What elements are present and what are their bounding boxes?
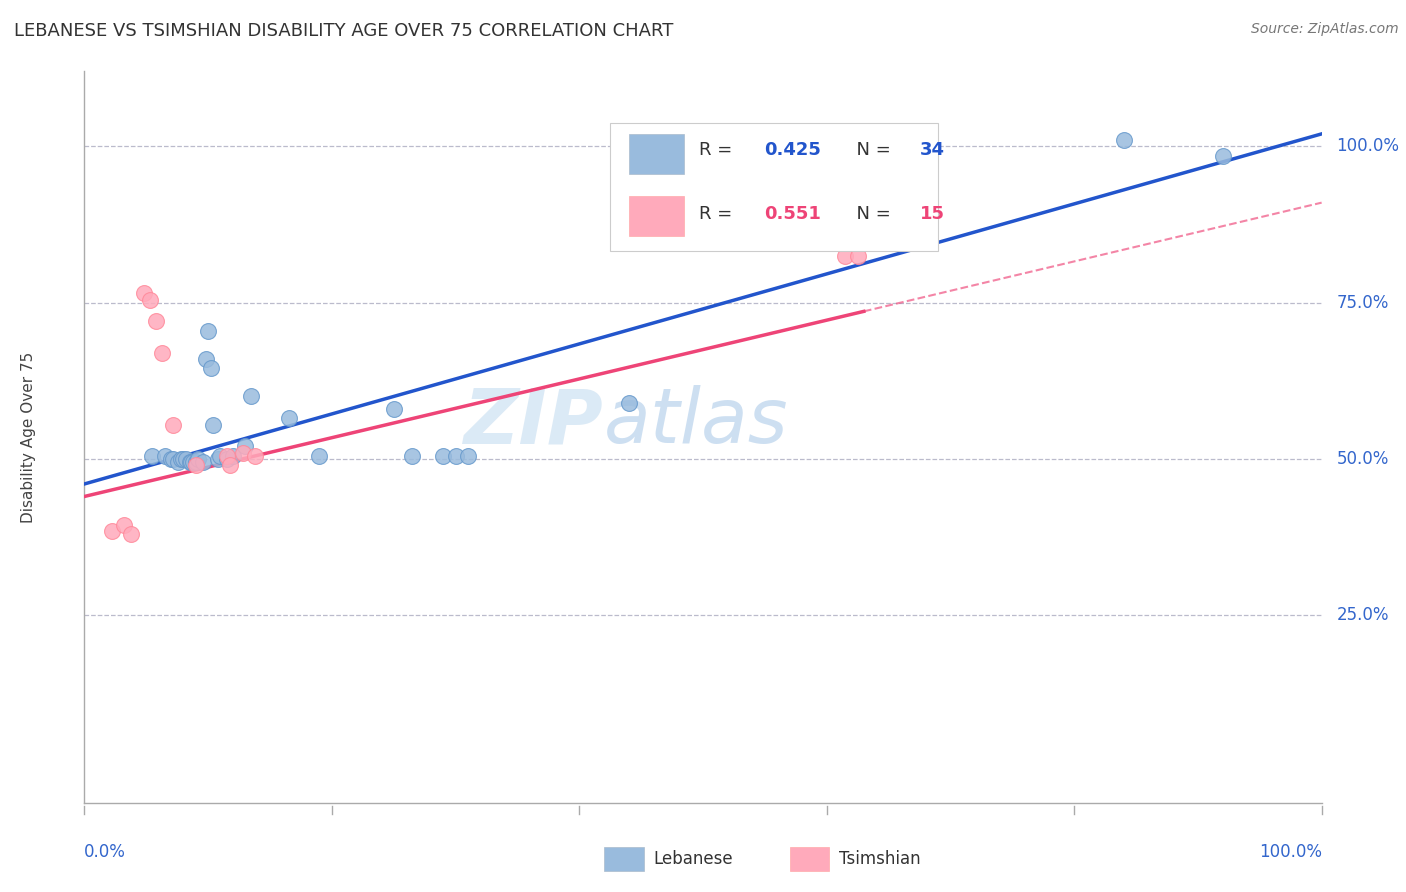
Text: R =: R = bbox=[699, 141, 744, 160]
Point bbox=[215, 449, 238, 463]
FancyBboxPatch shape bbox=[628, 195, 685, 235]
Point bbox=[167, 455, 190, 469]
Text: R =: R = bbox=[699, 205, 744, 223]
Text: 15: 15 bbox=[920, 205, 945, 223]
Point bbox=[846, 249, 869, 263]
Point bbox=[382, 401, 405, 416]
Point bbox=[240, 389, 263, 403]
Text: LEBANESE VS TSIMSHIAN DISABILITY AGE OVER 75 CORRELATION CHART: LEBANESE VS TSIMSHIAN DISABILITY AGE OVE… bbox=[14, 22, 673, 40]
Point bbox=[162, 417, 184, 432]
Text: N =: N = bbox=[845, 205, 897, 223]
Point bbox=[432, 449, 454, 463]
Point bbox=[179, 455, 201, 469]
Point bbox=[308, 449, 330, 463]
Point bbox=[1212, 149, 1234, 163]
Point bbox=[219, 458, 242, 473]
Text: 34: 34 bbox=[920, 141, 945, 160]
Point bbox=[139, 293, 162, 307]
Text: 0.551: 0.551 bbox=[763, 205, 821, 223]
FancyBboxPatch shape bbox=[605, 847, 644, 871]
Text: Lebanese: Lebanese bbox=[654, 850, 733, 868]
Text: 50.0%: 50.0% bbox=[1337, 450, 1389, 468]
Point bbox=[180, 455, 202, 469]
Point bbox=[209, 449, 232, 463]
Point bbox=[120, 527, 142, 541]
Point bbox=[200, 361, 222, 376]
Point bbox=[184, 458, 207, 473]
Text: N =: N = bbox=[845, 141, 897, 160]
FancyBboxPatch shape bbox=[790, 847, 830, 871]
Point bbox=[202, 417, 225, 432]
Point bbox=[145, 314, 167, 328]
Point bbox=[170, 452, 193, 467]
Point bbox=[233, 440, 256, 454]
Point bbox=[277, 411, 299, 425]
Point bbox=[194, 351, 217, 366]
Point bbox=[222, 449, 245, 463]
Point bbox=[132, 286, 155, 301]
Point bbox=[181, 455, 204, 469]
Point bbox=[160, 452, 183, 467]
Point bbox=[243, 449, 266, 463]
Text: ZIP: ZIP bbox=[464, 385, 605, 459]
Point bbox=[162, 452, 184, 467]
Point bbox=[191, 455, 214, 469]
Point bbox=[401, 449, 423, 463]
Point bbox=[187, 452, 209, 467]
Text: Tsimshian: Tsimshian bbox=[839, 850, 921, 868]
Point bbox=[457, 449, 479, 463]
Point bbox=[1112, 133, 1135, 147]
Text: atlas: atlas bbox=[605, 385, 789, 459]
Text: 0.425: 0.425 bbox=[763, 141, 821, 160]
Point bbox=[150, 345, 173, 359]
Point bbox=[197, 324, 219, 338]
Point bbox=[174, 452, 197, 467]
Point bbox=[207, 452, 229, 467]
Text: 75.0%: 75.0% bbox=[1337, 293, 1389, 311]
Text: 0.0%: 0.0% bbox=[84, 843, 127, 861]
Text: Source: ZipAtlas.com: Source: ZipAtlas.com bbox=[1251, 22, 1399, 37]
Point bbox=[112, 517, 135, 532]
Point bbox=[141, 449, 163, 463]
Text: 100.0%: 100.0% bbox=[1337, 137, 1399, 155]
Point bbox=[153, 449, 176, 463]
Point bbox=[184, 455, 207, 469]
Point bbox=[172, 452, 194, 467]
Text: 100.0%: 100.0% bbox=[1258, 843, 1322, 861]
FancyBboxPatch shape bbox=[628, 134, 685, 174]
Text: 25.0%: 25.0% bbox=[1337, 607, 1389, 624]
Point bbox=[215, 452, 238, 467]
FancyBboxPatch shape bbox=[610, 122, 938, 251]
Point bbox=[444, 449, 467, 463]
Point bbox=[617, 395, 640, 409]
Point bbox=[232, 446, 254, 460]
Text: Disability Age Over 75: Disability Age Over 75 bbox=[21, 351, 37, 523]
Point bbox=[100, 524, 122, 538]
Point bbox=[834, 249, 856, 263]
